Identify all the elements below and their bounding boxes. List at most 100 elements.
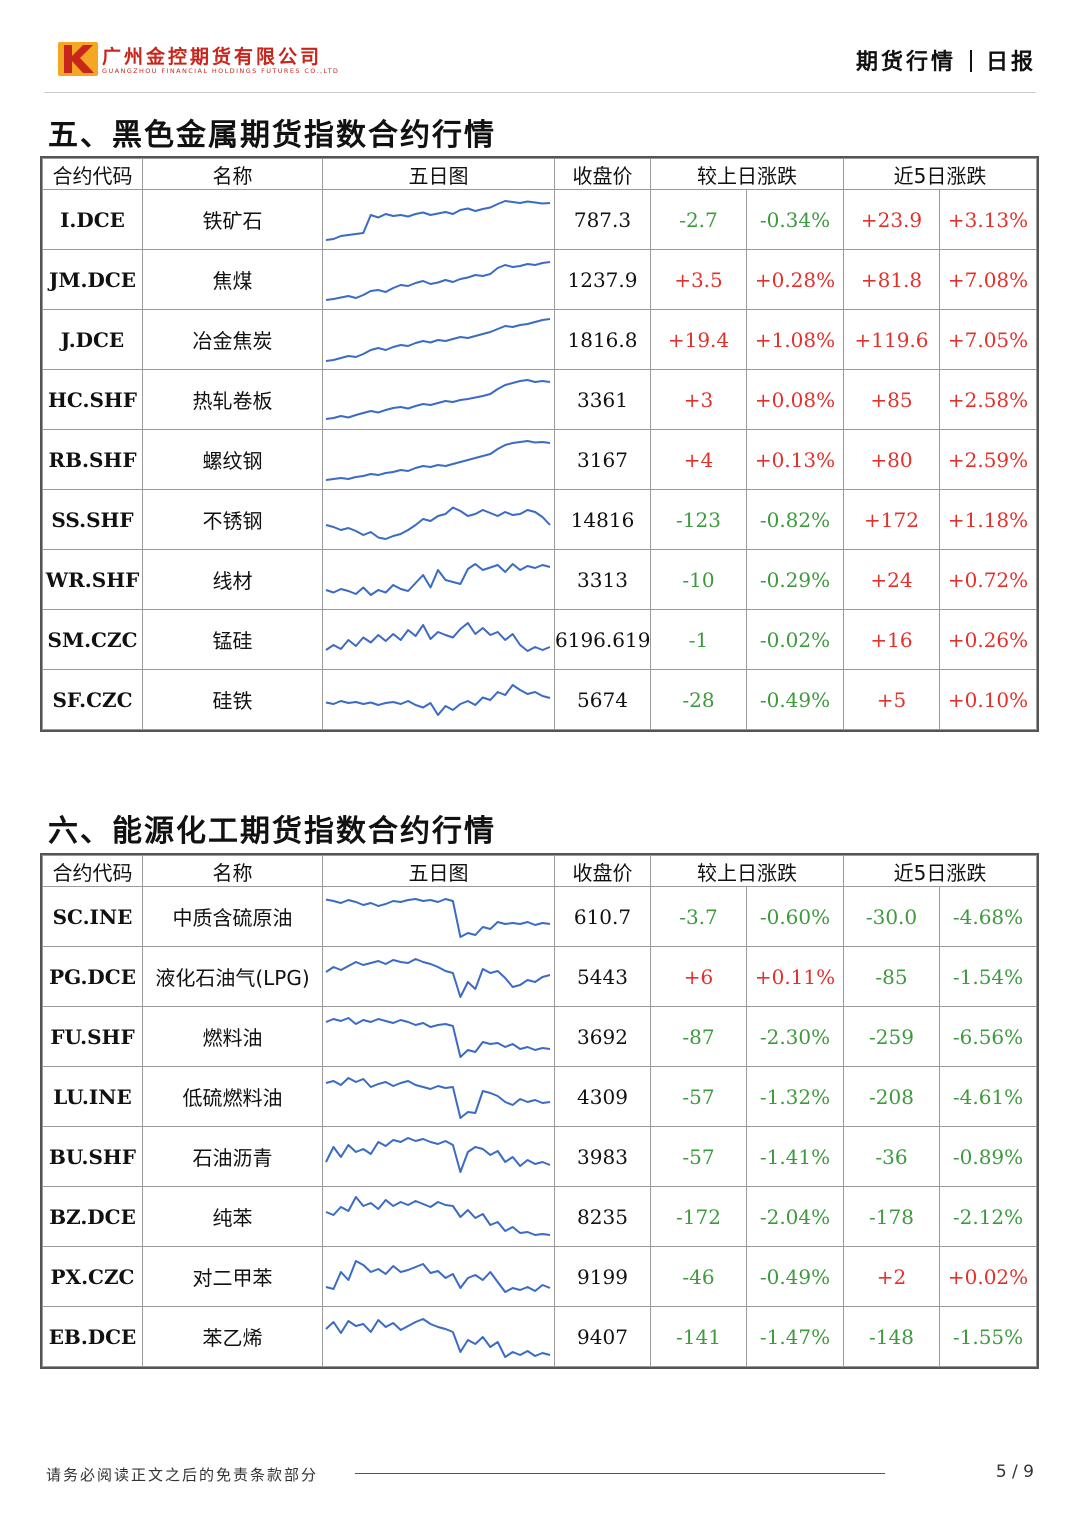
five-day-chart [322, 1246, 555, 1307]
sparkline-series [325, 897, 551, 938]
day-change-percent: +1.08% [746, 309, 844, 370]
day-change-percent: -0.02% [746, 609, 844, 670]
five-day-change-value: -30.0 [843, 886, 940, 947]
contract-name: 螺纹钢 [142, 429, 323, 490]
table-row: BU.SHF 石油沥青 3983 -57 -1.41% -36 -0.89% [42, 1126, 1038, 1187]
five-day-chart [322, 1006, 555, 1067]
contract-name: 硅铁 [142, 669, 323, 730]
contract-name: 低硫燃料油 [142, 1066, 323, 1127]
sparkline [325, 378, 551, 420]
five-day-chart [322, 1066, 555, 1127]
footer-divider [355, 1473, 885, 1474]
table-row: SM.CZC 锰硅 6196.619 -1 -0.02% +16 +0.26% [42, 609, 1038, 670]
contract-code: HC.SHF [42, 369, 143, 430]
sparkline [325, 621, 551, 652]
contract-code: PX.CZC [42, 1246, 143, 1307]
five-day-chart [322, 609, 555, 670]
close-price: 1816.8 [554, 309, 651, 370]
close-price: 9407 [554, 1306, 651, 1367]
sparkline [325, 957, 551, 998]
five-day-change-percent: +3.13% [938, 189, 1038, 250]
contract-code: SF.CZC [42, 669, 143, 730]
five-day-change-percent: +1.18% [938, 489, 1038, 550]
close-price: 787.3 [554, 189, 651, 250]
five-day-change-value: +5 [843, 669, 940, 730]
five-day-change-value: +172 [843, 489, 940, 550]
table-row: HC.SHF 热轧卷板 3361 +3 +0.08% +85 +2.58% [42, 369, 1038, 430]
table-row: PX.CZC 对二甲苯 9199 -46 -0.49% +2 +0.02% [42, 1246, 1038, 1307]
day-change-value: -10 [650, 549, 747, 610]
day-change-percent: -0.82% [746, 489, 844, 550]
day-change-value: +3.5 [650, 249, 747, 310]
contract-name: 焦煤 [142, 249, 323, 310]
table-header-row: 合约代码 名称 五日图 收盘价 较上日涨跌 近5日涨跌 [42, 158, 1038, 190]
day-change-value: -57 [650, 1126, 747, 1187]
sparkline-series [325, 439, 551, 481]
five-day-chart [322, 489, 555, 550]
day-change-value: -172 [650, 1186, 747, 1247]
table-row: SS.SHF 不锈钢 14816 -123 -0.82% +172 +1.18% [42, 489, 1038, 550]
close-price: 610.7 [554, 886, 651, 947]
five-day-chart [322, 1126, 555, 1187]
close-price: 1237.9 [554, 249, 651, 310]
five-day-change-value: -259 [843, 1006, 940, 1067]
five-day-change-percent: -0.89% [938, 1126, 1038, 1187]
table-row: RB.SHF 螺纹钢 3167 +4 +0.13% +80 +2.59% [42, 429, 1038, 490]
five-day-chart [322, 1306, 555, 1367]
day-change-percent: +0.28% [746, 249, 844, 310]
contract-code: PG.DCE [42, 946, 143, 1007]
contract-name: 不锈钢 [142, 489, 323, 550]
contract-name: 液化石油气(LPG) [142, 946, 323, 1007]
sparkline-series [325, 1317, 551, 1358]
five-day-change-percent: +0.72% [938, 549, 1038, 610]
col-header-five-day-change: 近5日涨跌 [842, 158, 1038, 190]
sparkline [325, 1016, 551, 1058]
table-row: PG.DCE 液化石油气(LPG) 5443 +6 +0.11% -85 -1.54% [42, 946, 1038, 1007]
contract-name: 苯乙烯 [142, 1306, 323, 1367]
sparkline-series [325, 506, 551, 540]
col-header-close: 收盘价 [554, 158, 651, 190]
five-day-change-value: -178 [843, 1186, 940, 1247]
sparkline-series [325, 1076, 551, 1119]
close-price: 5443 [554, 946, 651, 1007]
day-change-value: -57 [650, 1066, 747, 1127]
report-type: 期货行情 [855, 50, 956, 75]
five-day-change-percent: -6.56% [938, 1006, 1038, 1067]
five-day-change-percent: +0.10% [938, 669, 1038, 730]
five-day-change-value: -148 [843, 1306, 940, 1367]
contract-name: 石油沥青 [142, 1126, 323, 1187]
sparkline-series [325, 957, 551, 998]
five-day-chart [322, 429, 555, 490]
table-header-row: 合约代码 名称 五日图 收盘价 较上日涨跌 近5日涨跌 [42, 855, 1038, 887]
contract-name: 锰硅 [142, 609, 323, 670]
five-day-change-value: -36 [843, 1126, 940, 1187]
contract-code: FU.SHF [42, 1006, 143, 1067]
day-change-percent: +0.13% [746, 429, 844, 490]
contract-code: JM.DCE [42, 249, 143, 310]
five-day-chart [322, 369, 555, 430]
contract-code: SM.CZC [42, 609, 143, 670]
day-change-value: -141 [650, 1306, 747, 1367]
quotes-table-ferrous: 合约代码 名称 五日图 收盘价 较上日涨跌 近5日涨跌 I.DCE 铁矿石 787.… [39, 156, 1040, 732]
section-title-ferrous: 五、黑色金属期货指数合约行情 [48, 118, 496, 153]
col-header-day-change: 较上日涨跌 [650, 855, 844, 887]
table-body: SC.INE 中质含硫原油 610.7 -3.7 -0.60% -30.0 -4.68% PG… [42, 886, 1038, 1367]
five-day-chart [322, 249, 555, 310]
five-day-change-percent: +0.26% [938, 609, 1038, 670]
contract-name: 铁矿石 [142, 189, 323, 250]
five-day-change-percent: +2.59% [938, 429, 1038, 490]
day-change-percent: -1.41% [746, 1126, 844, 1187]
day-change-value: +4 [650, 429, 747, 490]
day-change-value: -123 [650, 489, 747, 550]
day-change-value: -46 [650, 1246, 747, 1307]
five-day-chart [322, 886, 555, 947]
sparkline [325, 260, 551, 301]
day-change-value: -1 [650, 609, 747, 670]
sparkline [325, 1195, 551, 1236]
five-day-chart [322, 309, 555, 370]
table-row: J.DCE 冶金焦炭 1816.8 +19.4 +1.08% +119.6 +7.05% [42, 309, 1038, 370]
day-change-percent: -0.34% [746, 189, 844, 250]
five-day-chart [322, 549, 555, 610]
five-day-change-value: +2 [843, 1246, 940, 1307]
sparkline-series [325, 1259, 551, 1293]
